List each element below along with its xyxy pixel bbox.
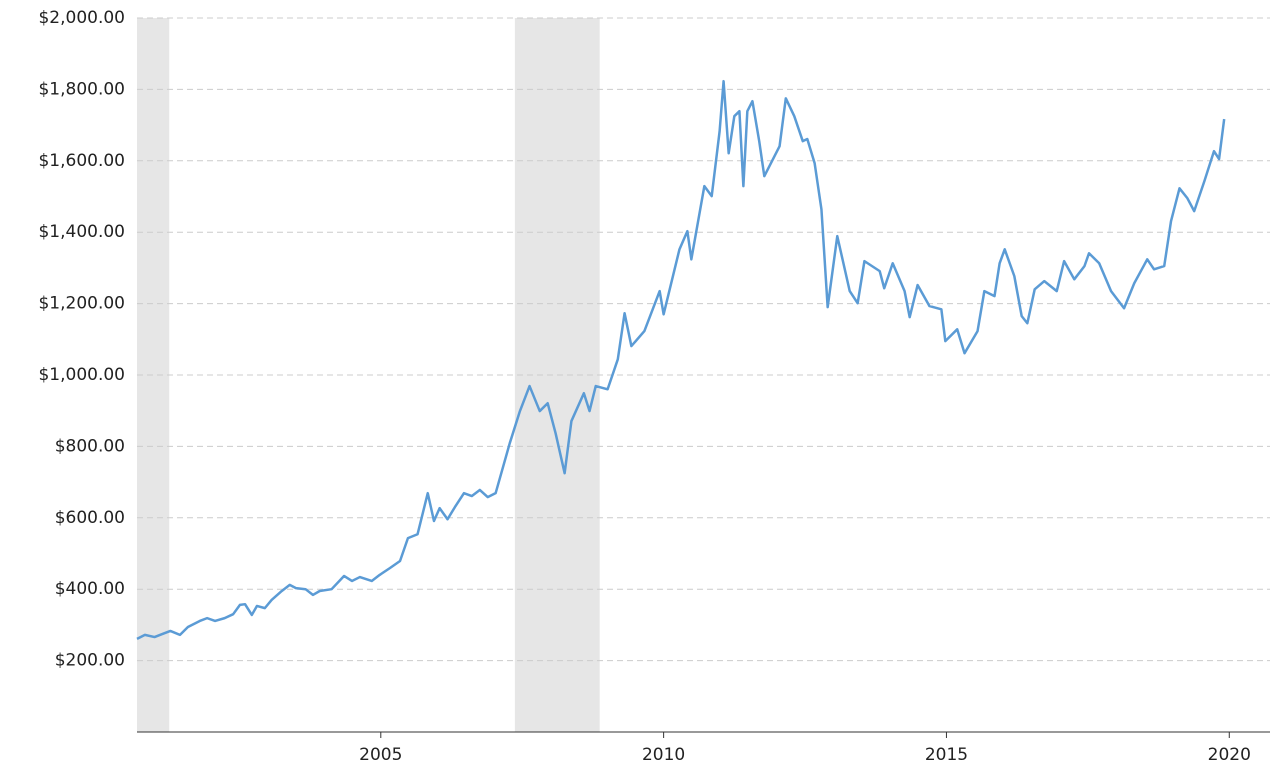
y-tick-label: $1,800.00	[38, 79, 125, 99]
x-tick-label: 2010	[642, 745, 685, 765]
y-tick-label: $1,400.00	[38, 222, 125, 242]
y-tick-label: $1,200.00	[38, 294, 125, 314]
x-tick-label: 2005	[359, 745, 402, 765]
x-tick-label: 2015	[925, 745, 968, 765]
x-tick-label: 2020	[1208, 745, 1251, 765]
y-tick-label: $1,000.00	[38, 365, 125, 385]
y-tick-label: $600.00	[55, 508, 125, 528]
y-tick-label: $800.00	[55, 436, 125, 456]
y-tick-label: $1,600.00	[38, 151, 125, 171]
y-tick-label: $2,000.00	[38, 8, 125, 28]
price-line	[136, 79, 1226, 640]
y-tick-label: $200.00	[55, 651, 125, 671]
y-tick-label: $400.00	[55, 579, 125, 599]
